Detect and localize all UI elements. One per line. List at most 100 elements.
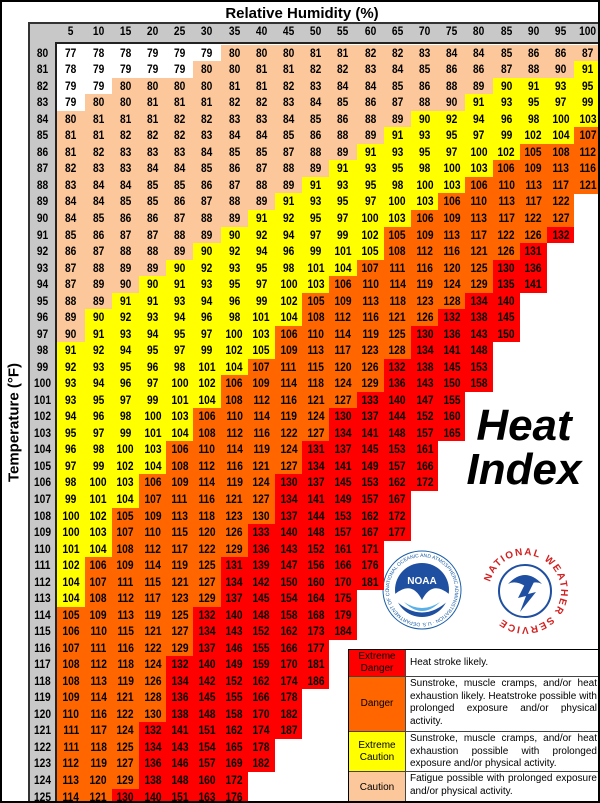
cell-value: 87 <box>92 244 104 259</box>
cell-value: 170 <box>252 706 270 721</box>
cell-value: 116 <box>225 458 243 473</box>
heat-index-cell: 92 <box>220 243 248 260</box>
cell-value: 94 <box>255 244 268 259</box>
cell-value: 134 <box>416 343 434 358</box>
heat-index-cell: 104 <box>275 309 303 326</box>
cell-value: 153 <box>334 508 352 523</box>
cell-value: 104 <box>62 591 80 606</box>
cell-value: 162 <box>388 475 406 490</box>
heat-index-cell: 112 <box>84 656 112 673</box>
heat-index-cell: 140 <box>139 788 167 801</box>
cell-value: 88 <box>228 194 240 209</box>
cell-value: 109 <box>524 161 542 176</box>
cell-value: 91 <box>364 144 376 159</box>
cell-value: 125 <box>388 326 406 341</box>
cell-value: 136 <box>252 541 270 556</box>
cell-value: 112 <box>117 591 134 606</box>
cell-value: 176 <box>225 789 243 801</box>
cell-value: 102 <box>89 508 107 523</box>
cell-value: 113 <box>62 773 80 788</box>
heat-index-cell: 134 <box>139 738 167 756</box>
heat-index-cell: 88 <box>111 243 139 260</box>
heat-index-cell: 104 <box>193 391 221 409</box>
heat-index-cell: 91 <box>329 160 357 177</box>
row-header: 82 <box>36 78 49 93</box>
cell-value: 106 <box>198 409 216 424</box>
cell-value: 118 <box>198 508 216 523</box>
heat-index-cell: 107 <box>356 259 384 277</box>
cell-value: 109 <box>116 558 134 573</box>
heat-index-cell: 121 <box>302 391 330 409</box>
row-header: 110 <box>34 541 51 556</box>
cell-value: 78 <box>65 62 77 77</box>
cell-value: 110 <box>89 624 107 639</box>
cell-value: 83 <box>310 78 322 93</box>
heat-index-cell: 91 <box>111 292 139 310</box>
cell-value: 84 <box>65 211 77 225</box>
row-header: 116 <box>34 640 51 655</box>
heat-index-cell: 123 <box>356 342 384 359</box>
cell-value: 182 <box>280 706 298 721</box>
heat-index-cell: 105 <box>356 243 384 260</box>
heat-index-cell: 102 <box>492 143 520 161</box>
heat-index-cell: 177 <box>302 639 330 657</box>
cell-value: 86 <box>473 62 485 77</box>
row-header: 81 <box>36 62 49 77</box>
row-header: 107 <box>33 492 52 506</box>
cell-value: 182 <box>252 756 270 771</box>
heat-index-cell: 117 <box>492 210 520 227</box>
cell-value: 106 <box>89 558 107 573</box>
heat-index-cell: 100 <box>111 441 139 458</box>
column-header: 80 <box>473 24 485 38</box>
column-header: 20 <box>146 24 159 38</box>
heat-index-cell: 98 <box>57 474 85 492</box>
cell-value: 181 <box>307 657 325 672</box>
cell-value: 108 <box>225 392 243 407</box>
cell-value: 148 <box>388 425 406 440</box>
cell-value: 110 <box>225 409 243 424</box>
cell-value: 106 <box>416 211 434 225</box>
heat-index-cell: 113 <box>547 160 575 177</box>
cell-value: 80 <box>255 45 268 60</box>
cell-value: 126 <box>361 359 379 374</box>
cell-value: 103 <box>144 442 162 457</box>
heat-index-cell: 140 <box>383 391 411 409</box>
heat-index-cell: 97 <box>247 276 275 293</box>
heat-index-cell: 136 <box>438 325 466 343</box>
cell-value: 161 <box>416 442 434 457</box>
heat-index-cell: 95 <box>411 143 439 161</box>
cell-value: 145 <box>252 591 270 606</box>
heat-index-cell: 121 <box>220 491 248 508</box>
heat-index-cell: 177 <box>383 524 411 541</box>
cell-value: 117 <box>144 591 161 606</box>
cell-value: 96 <box>146 359 159 374</box>
heat-index-cell: 84 <box>193 143 221 161</box>
heat-index-cell: 119 <box>356 325 384 343</box>
heat-index-cell: 143 <box>411 375 439 392</box>
row-header: 105 <box>33 458 52 473</box>
heat-index-cell: 128 <box>438 292 466 310</box>
cell-value: 127 <box>552 211 570 225</box>
cell-value: 97 <box>337 211 349 225</box>
heat-index-cell: 89 <box>111 259 139 277</box>
cell-value: 114 <box>253 409 270 424</box>
cell-value: 158 <box>225 706 243 721</box>
cell-value: 116 <box>443 244 461 259</box>
heat-index-cell: 156 <box>302 557 330 574</box>
heat-index-cell: 134 <box>411 342 439 359</box>
heat-index-cell: 90 <box>193 243 221 260</box>
cell-value: 102 <box>361 227 379 242</box>
heat-index-cell: 100 <box>139 408 167 425</box>
heat-index-cell: 174 <box>247 722 275 740</box>
heat-index-cell: 98 <box>383 176 411 194</box>
heat-index-cell: 105 <box>302 292 330 310</box>
chart-title-line1: Heat <box>476 401 572 450</box>
cell-value: 89 <box>391 111 404 126</box>
heat-index-cell: 124 <box>111 722 139 740</box>
heat-index-cell: 106 <box>465 176 493 194</box>
heat-index-cell: 126 <box>139 672 167 690</box>
cell-value: 119 <box>144 607 161 622</box>
heat-index-cell: 89 <box>465 77 493 95</box>
heat-index-cell: 82 <box>139 127 167 144</box>
heat-index-cell: 131 <box>519 243 547 260</box>
